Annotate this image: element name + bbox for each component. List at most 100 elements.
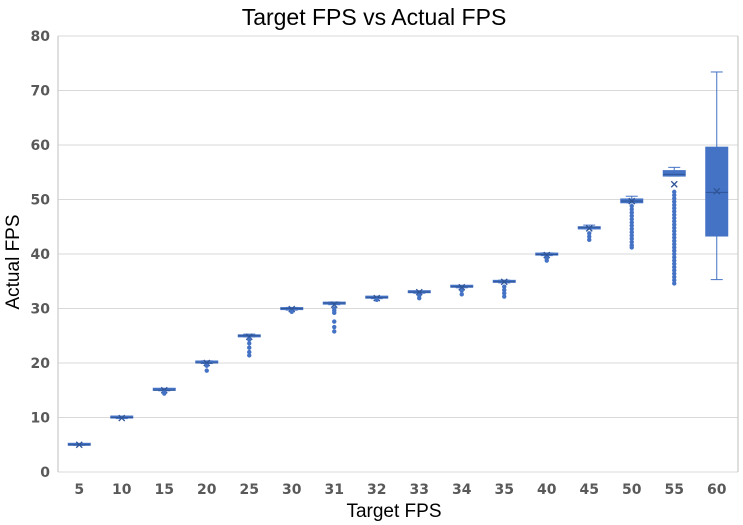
outlier-point	[672, 261, 677, 267]
x-axis-ticks: 5 10 15 20 25 30 31 32 33 34 35 40 45 50 55 60	[74, 482, 726, 498]
chart-title: Target FPS vs Actual FPS	[242, 4, 507, 30]
outlier-point	[629, 203, 634, 209]
outlier-point	[672, 268, 677, 273]
box-34	[450, 283, 474, 297]
outlier-point	[629, 207, 634, 212]
x-tick-label: 25	[240, 482, 259, 498]
outlier-point	[247, 341, 252, 346]
x-tick-label: 35	[495, 482, 514, 498]
outlier-point	[247, 349, 252, 355]
outlier-point	[459, 288, 464, 293]
x-tick-label: 55	[665, 482, 684, 498]
y-tick-label: 80	[31, 29, 51, 45]
outlier-point	[672, 199, 677, 204]
outlier-point	[417, 295, 422, 301]
outlier-point	[672, 222, 677, 227]
y-tick-label: 30	[31, 302, 51, 318]
outlier-point	[672, 274, 677, 280]
box-40	[535, 251, 559, 263]
outlier-point	[629, 216, 634, 222]
x-tick-label: 32	[367, 482, 386, 498]
x-tick-label: 34	[452, 482, 472, 498]
y-axis-title: Actual FPS	[3, 214, 24, 309]
box-55	[662, 166, 686, 286]
outlier-point	[587, 234, 592, 239]
outlier-point	[629, 245, 634, 250]
y-tick-label: 60	[31, 138, 51, 154]
outlier-point	[204, 368, 209, 373]
outlier-point	[502, 284, 507, 289]
mean-marker	[75, 441, 83, 449]
box-10	[110, 414, 134, 422]
box-50	[620, 195, 644, 250]
x-axis-title: Target FPS	[346, 501, 441, 522]
iqr-box	[662, 170, 686, 177]
box-15	[152, 386, 176, 396]
outlier-point	[672, 228, 677, 234]
x-tick-label: 45	[580, 482, 599, 498]
outlier-point	[629, 213, 634, 219]
x-tick-label: 15	[155, 482, 174, 498]
mean-marker	[500, 278, 508, 286]
mean-marker	[713, 187, 721, 195]
outlier-point	[672, 238, 677, 244]
y-tick-label: 50	[31, 193, 51, 209]
outlier-point	[672, 189, 677, 195]
outlier-point	[247, 345, 252, 350]
outlier-point	[162, 391, 167, 396]
outlier-point	[629, 239, 634, 245]
mean-marker	[458, 283, 466, 291]
outlier-point	[374, 297, 379, 302]
outlier-point	[672, 232, 677, 237]
outlier-point	[672, 206, 677, 211]
outlier-point	[629, 236, 634, 241]
outlier-point	[247, 337, 252, 342]
outlier-point	[672, 225, 677, 231]
outlier-point	[204, 363, 209, 368]
box-60	[705, 71, 729, 281]
outlier-point	[672, 209, 677, 214]
mean-marker	[628, 197, 636, 205]
outlier-point	[502, 294, 507, 299]
x-tick-label: 60	[707, 482, 727, 498]
box-30	[280, 305, 304, 314]
outlier-point	[672, 196, 677, 201]
outlier-point	[672, 212, 677, 217]
outlier-point	[544, 258, 549, 263]
outlier-point	[672, 245, 677, 250]
outlier-point	[587, 237, 592, 243]
mean-marker	[585, 224, 593, 232]
box-32	[365, 294, 389, 302]
outlier-point	[629, 233, 634, 238]
y-tick-label: 40	[31, 247, 51, 263]
outlier-point	[332, 329, 337, 334]
y-tick-label: 20	[31, 356, 51, 372]
outlier-point	[672, 215, 677, 221]
mean-marker	[543, 251, 551, 259]
box-33	[407, 288, 431, 301]
x-tick-label: 31	[325, 482, 344, 498]
box-31	[322, 301, 346, 334]
outlier-point	[247, 353, 252, 358]
outlier-point	[672, 235, 677, 240]
box-25	[237, 333, 261, 358]
outlier-point	[459, 292, 464, 297]
outlier-point	[332, 319, 337, 324]
x-tick-label: 33	[410, 482, 429, 498]
outlier-point	[587, 231, 592, 236]
outlier-point	[672, 258, 677, 263]
outlier-point	[629, 230, 634, 235]
outlier-point	[502, 291, 507, 296]
mean-marker	[118, 414, 126, 422]
outlier-point	[629, 220, 634, 225]
outlier-point	[332, 310, 337, 316]
y-axis-ticks: 0 10 20 30 40 50 60 70 80	[31, 29, 51, 481]
outlier-point	[629, 210, 634, 215]
box-series	[67, 71, 729, 449]
box-20	[195, 359, 219, 373]
outlier-point	[672, 241, 677, 247]
mean-marker	[670, 180, 678, 188]
outlier-point	[672, 264, 677, 270]
outlier-point	[629, 223, 634, 228]
